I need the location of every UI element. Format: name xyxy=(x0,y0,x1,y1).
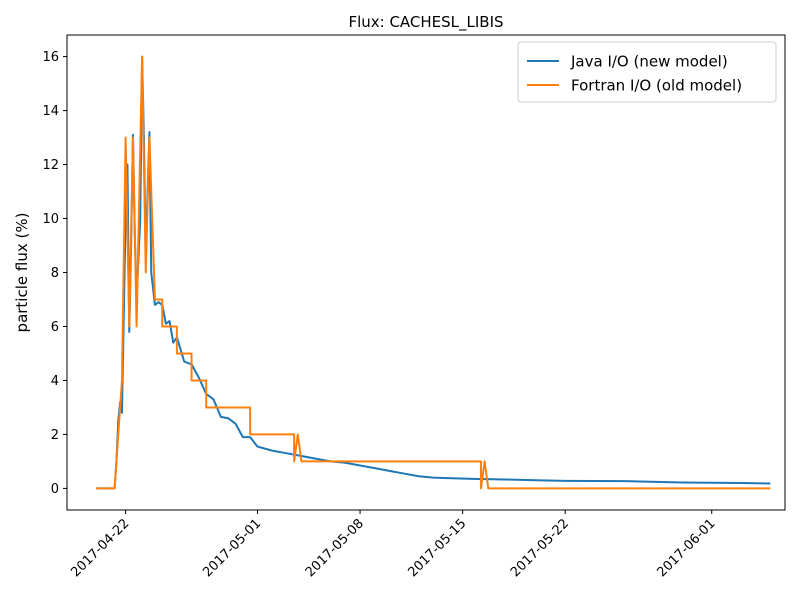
y-tick-label: 16 xyxy=(42,50,59,65)
legend-entry-1: Java I/O (new model) xyxy=(570,53,728,71)
legend-box xyxy=(517,41,777,103)
y-tick-label: 14 xyxy=(42,104,59,119)
series-line-2 xyxy=(96,55,771,490)
y-tick-label: 8 xyxy=(51,266,59,281)
y-tick-label: 6 xyxy=(51,320,59,335)
y-tick-label: 2 xyxy=(51,428,59,443)
y-tick-label: 4 xyxy=(51,374,59,389)
y-axis-label: particle flux (%) xyxy=(13,213,31,333)
y-tick-label: 12 xyxy=(42,158,59,173)
series-layer xyxy=(96,55,771,490)
series-line-1 xyxy=(96,55,771,490)
x-tick-label: 2017-05-15 xyxy=(405,516,469,580)
x-axis: 2017-04-22 2017-05-01 2017-05-08 2017-05-15… xyxy=(68,510,719,580)
plot-frame xyxy=(66,34,786,511)
y-tick-label: 0 xyxy=(51,482,59,497)
x-tick-label: 2017-05-01 xyxy=(200,516,264,580)
y-tick-label: 10 xyxy=(42,212,59,227)
chart-title: Flux: CACHESL_LIBIS xyxy=(348,13,503,32)
legend: Java I/O (new model) Fortran I/O (old mod… xyxy=(517,41,777,103)
x-tick-label: 2017-04-22 xyxy=(68,516,132,580)
x-tick-label: 2017-05-08 xyxy=(303,516,367,580)
x-tick-label: 2017-06-01 xyxy=(655,516,719,580)
y-axis: 0 2 4 6 8 10 12 14 16 xyxy=(42,50,67,497)
legend-entry-2: Fortran I/O (old model) xyxy=(571,77,742,95)
x-tick-label: 2017-05-22 xyxy=(508,516,572,580)
